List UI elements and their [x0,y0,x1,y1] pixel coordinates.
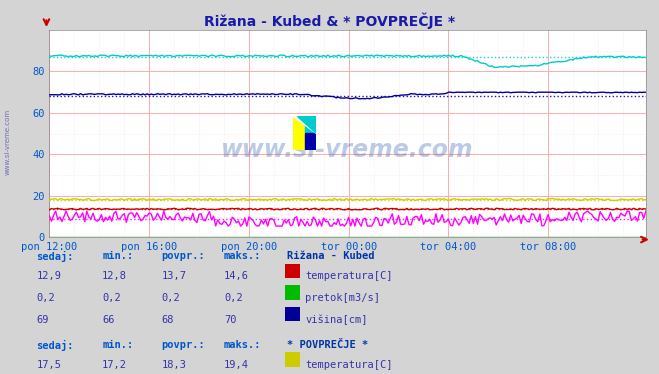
Text: Rižana - Kubed & * POVPREČJE *: Rižana - Kubed & * POVPREČJE * [204,12,455,29]
Text: povpr.:: povpr.: [161,340,205,350]
Text: 0,2: 0,2 [161,293,180,303]
Text: * POVPREČJE *: * POVPREČJE * [287,340,368,350]
Text: maks.:: maks.: [224,340,262,350]
Text: 17,5: 17,5 [36,360,61,370]
Text: www.si-vreme.com: www.si-vreme.com [221,138,474,162]
Text: 0,2: 0,2 [224,293,243,303]
Text: 12,8: 12,8 [102,271,127,281]
Text: 69: 69 [36,315,49,325]
Text: temperatura[C]: temperatura[C] [305,271,393,281]
Text: višina[cm]: višina[cm] [305,315,368,325]
Text: 17,2: 17,2 [102,360,127,370]
Text: min.:: min.: [102,251,133,261]
Text: 14,6: 14,6 [224,271,249,281]
Bar [304,116,316,133]
Text: 18,3: 18,3 [161,360,186,370]
Text: 68: 68 [161,315,174,325]
Text: temperatura[C]: temperatura[C] [305,360,393,370]
Text: 0,2: 0,2 [36,293,55,303]
Text: sedaj:: sedaj: [36,340,74,351]
Text: 13,7: 13,7 [161,271,186,281]
Text: povpr.:: povpr.: [161,251,205,261]
Text: www.si-vreme.com: www.si-vreme.com [5,109,11,175]
Bar [304,133,316,150]
Bar [293,116,304,150]
Text: min.:: min.: [102,340,133,350]
Text: 12,9: 12,9 [36,271,61,281]
Polygon shape [293,116,316,133]
Text: 19,4: 19,4 [224,360,249,370]
Text: pretok[m3/s]: pretok[m3/s] [305,293,380,303]
Text: Rižana - Kubed: Rižana - Kubed [287,251,374,261]
Text: 66: 66 [102,315,115,325]
Text: sedaj:: sedaj: [36,251,74,262]
Text: 0,2: 0,2 [102,293,121,303]
Polygon shape [297,116,316,133]
Text: maks.:: maks.: [224,251,262,261]
Text: 70: 70 [224,315,237,325]
